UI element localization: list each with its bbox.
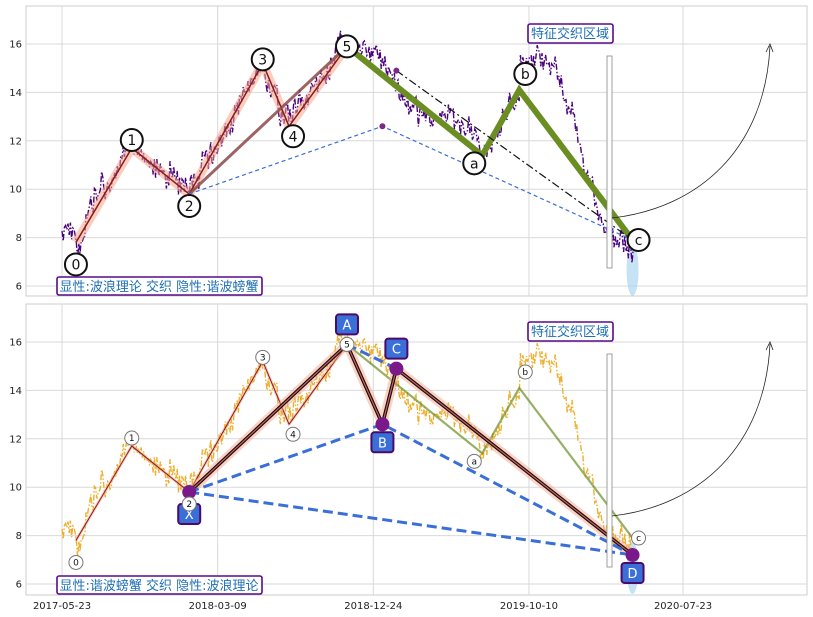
harmonic-label-box <box>370 431 395 454</box>
y-tick-label: 8 <box>16 531 22 542</box>
region-label-box <box>527 23 614 44</box>
region-arrow-shaft <box>606 55 613 269</box>
wave-point-marker <box>466 453 482 469</box>
projection-curve-arrow <box>611 45 771 219</box>
y-tick-label: 10 <box>9 185 22 196</box>
region-ellipse <box>626 244 639 297</box>
x-tick-label: 2017-05-23 <box>33 601 91 612</box>
harmonic-point-dot <box>393 67 400 74</box>
wave-point-marker <box>631 530 647 546</box>
wave-point-label-1: 1 <box>129 434 135 444</box>
wave-point-label-4: 4 <box>289 129 298 145</box>
x-tick-label: 2019-10-10 <box>500 601 558 612</box>
wave-point-marker <box>517 364 533 380</box>
region-arrow-shaft <box>606 353 613 568</box>
wave-point-marker <box>250 47 275 72</box>
region-label: 特征交织区域 <box>531 324 609 340</box>
wave-point-marker <box>119 128 144 153</box>
price-series-line <box>61 328 634 561</box>
wave-point-label-c: c <box>635 233 643 249</box>
caption-text: 显性:谐波螃蟹 交织 隐性:波浪理论 <box>59 578 258 594</box>
wave-point-marker <box>124 430 140 446</box>
y-tick-label: 14 <box>9 88 22 99</box>
wave-point-label-5: 5 <box>343 39 352 55</box>
wave-point-label-4: 4 <box>290 430 296 440</box>
wave-point-label-3: 3 <box>260 353 266 363</box>
plot-frame <box>25 303 808 596</box>
caption-box <box>56 276 263 296</box>
caption-text: 显性:波浪理论 交织 隐性:谐波螃蟹 <box>59 279 258 295</box>
harmonic-label-box <box>384 337 409 360</box>
wave-point-marker <box>181 496 197 512</box>
projection-curve-arrow <box>611 343 771 517</box>
harmonic-label-a: A <box>343 318 352 333</box>
wave-connector-line <box>188 45 349 196</box>
caption-box <box>56 575 263 595</box>
wave-impulse-line <box>75 344 348 541</box>
wave-point-marker <box>285 426 301 442</box>
wave-point-marker <box>513 61 538 86</box>
x-axis: 2017-05-23 2018-03-09 2018-12-24 2019-10-10… <box>33 601 712 612</box>
region-label-box <box>527 321 614 342</box>
harmonic-point-dot <box>182 485 197 500</box>
plot-frame <box>25 5 808 297</box>
y-tick-label: 12 <box>9 136 22 147</box>
wave-point-marker <box>255 349 271 365</box>
x-tick-label: 2018-03-09 <box>189 601 247 612</box>
harmonic-label-b: B <box>378 436 387 451</box>
harmonic-point-dot <box>625 547 640 562</box>
arrow-head-icon <box>765 43 774 53</box>
wave-point-label-2: 2 <box>186 500 192 510</box>
wave-point-label-c: c <box>636 534 641 544</box>
wave-point-label-a: a <box>472 457 478 467</box>
y-tick-label: 16 <box>9 338 22 349</box>
wave-point-marker <box>339 336 355 352</box>
y-tick-label: 14 <box>9 386 22 397</box>
harmonic-point-dot <box>375 417 390 432</box>
wave-point-marker <box>68 554 84 570</box>
wave-point-label-a: a <box>470 156 479 172</box>
harmonic-point-dot <box>389 361 404 376</box>
wave-point-marker <box>335 34 360 59</box>
wave-point-label-2: 2 <box>185 199 194 215</box>
y-tick-label: 10 <box>9 483 22 494</box>
wave-point-label-1: 1 <box>127 133 136 149</box>
harmonic-label-box <box>335 313 360 336</box>
y-tick-label: 6 <box>16 282 22 293</box>
wave-point-label-b: b <box>522 368 528 378</box>
wave-point-label-b: b <box>521 67 530 83</box>
y-tick-label: 6 <box>16 580 22 591</box>
wave-point-marker <box>462 151 487 176</box>
wave-point-marker <box>626 228 651 253</box>
wave-point-marker <box>177 194 202 219</box>
x-tick-label: 2020-07-23 <box>654 601 712 612</box>
wave-point-marker <box>281 124 306 149</box>
wave-point-label-0: 0 <box>71 257 80 273</box>
harmonic-label-c: C <box>392 343 401 358</box>
harmonic-label-d: D <box>628 567 638 582</box>
wave-point-marker <box>63 252 88 277</box>
wave-impulse-line <box>75 45 348 243</box>
wave-point-label-0: 0 <box>73 558 79 568</box>
wave-point-label-3: 3 <box>258 52 267 68</box>
region-label: 特征交织区域 <box>531 26 609 42</box>
harmonic-label-x: X <box>185 508 194 523</box>
arrow-head-icon <box>765 341 774 351</box>
x-tick-label: 2018-12-24 <box>344 601 402 612</box>
wave-point-label-5: 5 <box>344 340 350 350</box>
y-tick-label: 12 <box>9 434 22 445</box>
dashdot-line <box>396 70 633 241</box>
harmonic-point-dot <box>379 123 386 130</box>
harmonic-label-box <box>620 561 645 584</box>
wave-correction-line <box>345 44 635 242</box>
y-tick-label: 8 <box>16 233 22 244</box>
y-tick-label: 16 <box>9 40 22 51</box>
wave-correction-line <box>346 343 634 539</box>
